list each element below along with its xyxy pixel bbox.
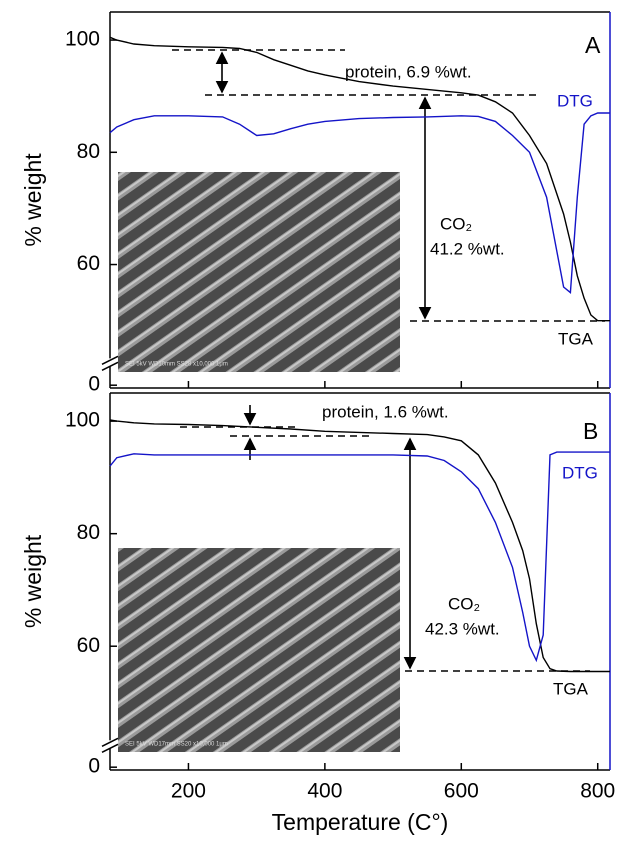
y-axis-label: % weight xyxy=(20,534,46,628)
y-tick-label: 100 xyxy=(65,28,100,51)
series-label: TGA xyxy=(558,329,594,348)
annotation: CO₂ xyxy=(440,214,472,233)
axis-break xyxy=(101,361,119,372)
series-line xyxy=(109,419,610,673)
series-line xyxy=(109,36,610,322)
series-label: DTG xyxy=(562,463,598,482)
series-label: DTG xyxy=(557,91,593,110)
series-line xyxy=(109,112,610,295)
sem-caption: SEI 5kV WD10mm SS28 x10,000 1μm xyxy=(125,362,228,368)
y-tick-label: 0 xyxy=(88,755,100,778)
sem-image xyxy=(118,172,400,372)
x-tick-label: 600 xyxy=(444,780,479,803)
annotation: 42.3 %wt. xyxy=(425,619,500,638)
panel-label: A xyxy=(585,32,601,58)
axis-break xyxy=(101,737,119,747)
x-tick-label: 400 xyxy=(307,780,342,803)
y-tick-label: 0 xyxy=(88,373,100,396)
sem-caption: SEI 5kV WD17mm SS20 x10,000 1μm xyxy=(125,742,228,748)
series-line xyxy=(109,451,610,663)
panel-label: B xyxy=(583,418,598,444)
y-axis-label: % weight xyxy=(20,153,46,247)
x-axis-label: Temperature (C°) xyxy=(272,809,449,835)
series-label: TGA xyxy=(553,679,589,698)
x-tick-label: 200 xyxy=(171,780,206,803)
annotation: protein, 6.9 %wt. xyxy=(345,62,472,81)
sem-image xyxy=(118,548,400,752)
y-tick-label: 80 xyxy=(77,140,100,163)
annotation: 41.2 %wt. xyxy=(430,239,505,258)
axis-break xyxy=(102,358,118,367)
y-tick-label: 80 xyxy=(77,521,100,544)
axis-break xyxy=(101,355,119,366)
y-tick-label: 60 xyxy=(77,252,100,275)
y-tick-label: 100 xyxy=(65,409,100,432)
x-tick-label: 800 xyxy=(580,780,615,803)
axis-break xyxy=(101,743,119,753)
annotation: CO₂ xyxy=(448,594,480,613)
annotation: protein, 1.6 %wt. xyxy=(322,402,449,421)
axis-break xyxy=(102,740,118,749)
y-tick-label: 60 xyxy=(77,634,100,657)
